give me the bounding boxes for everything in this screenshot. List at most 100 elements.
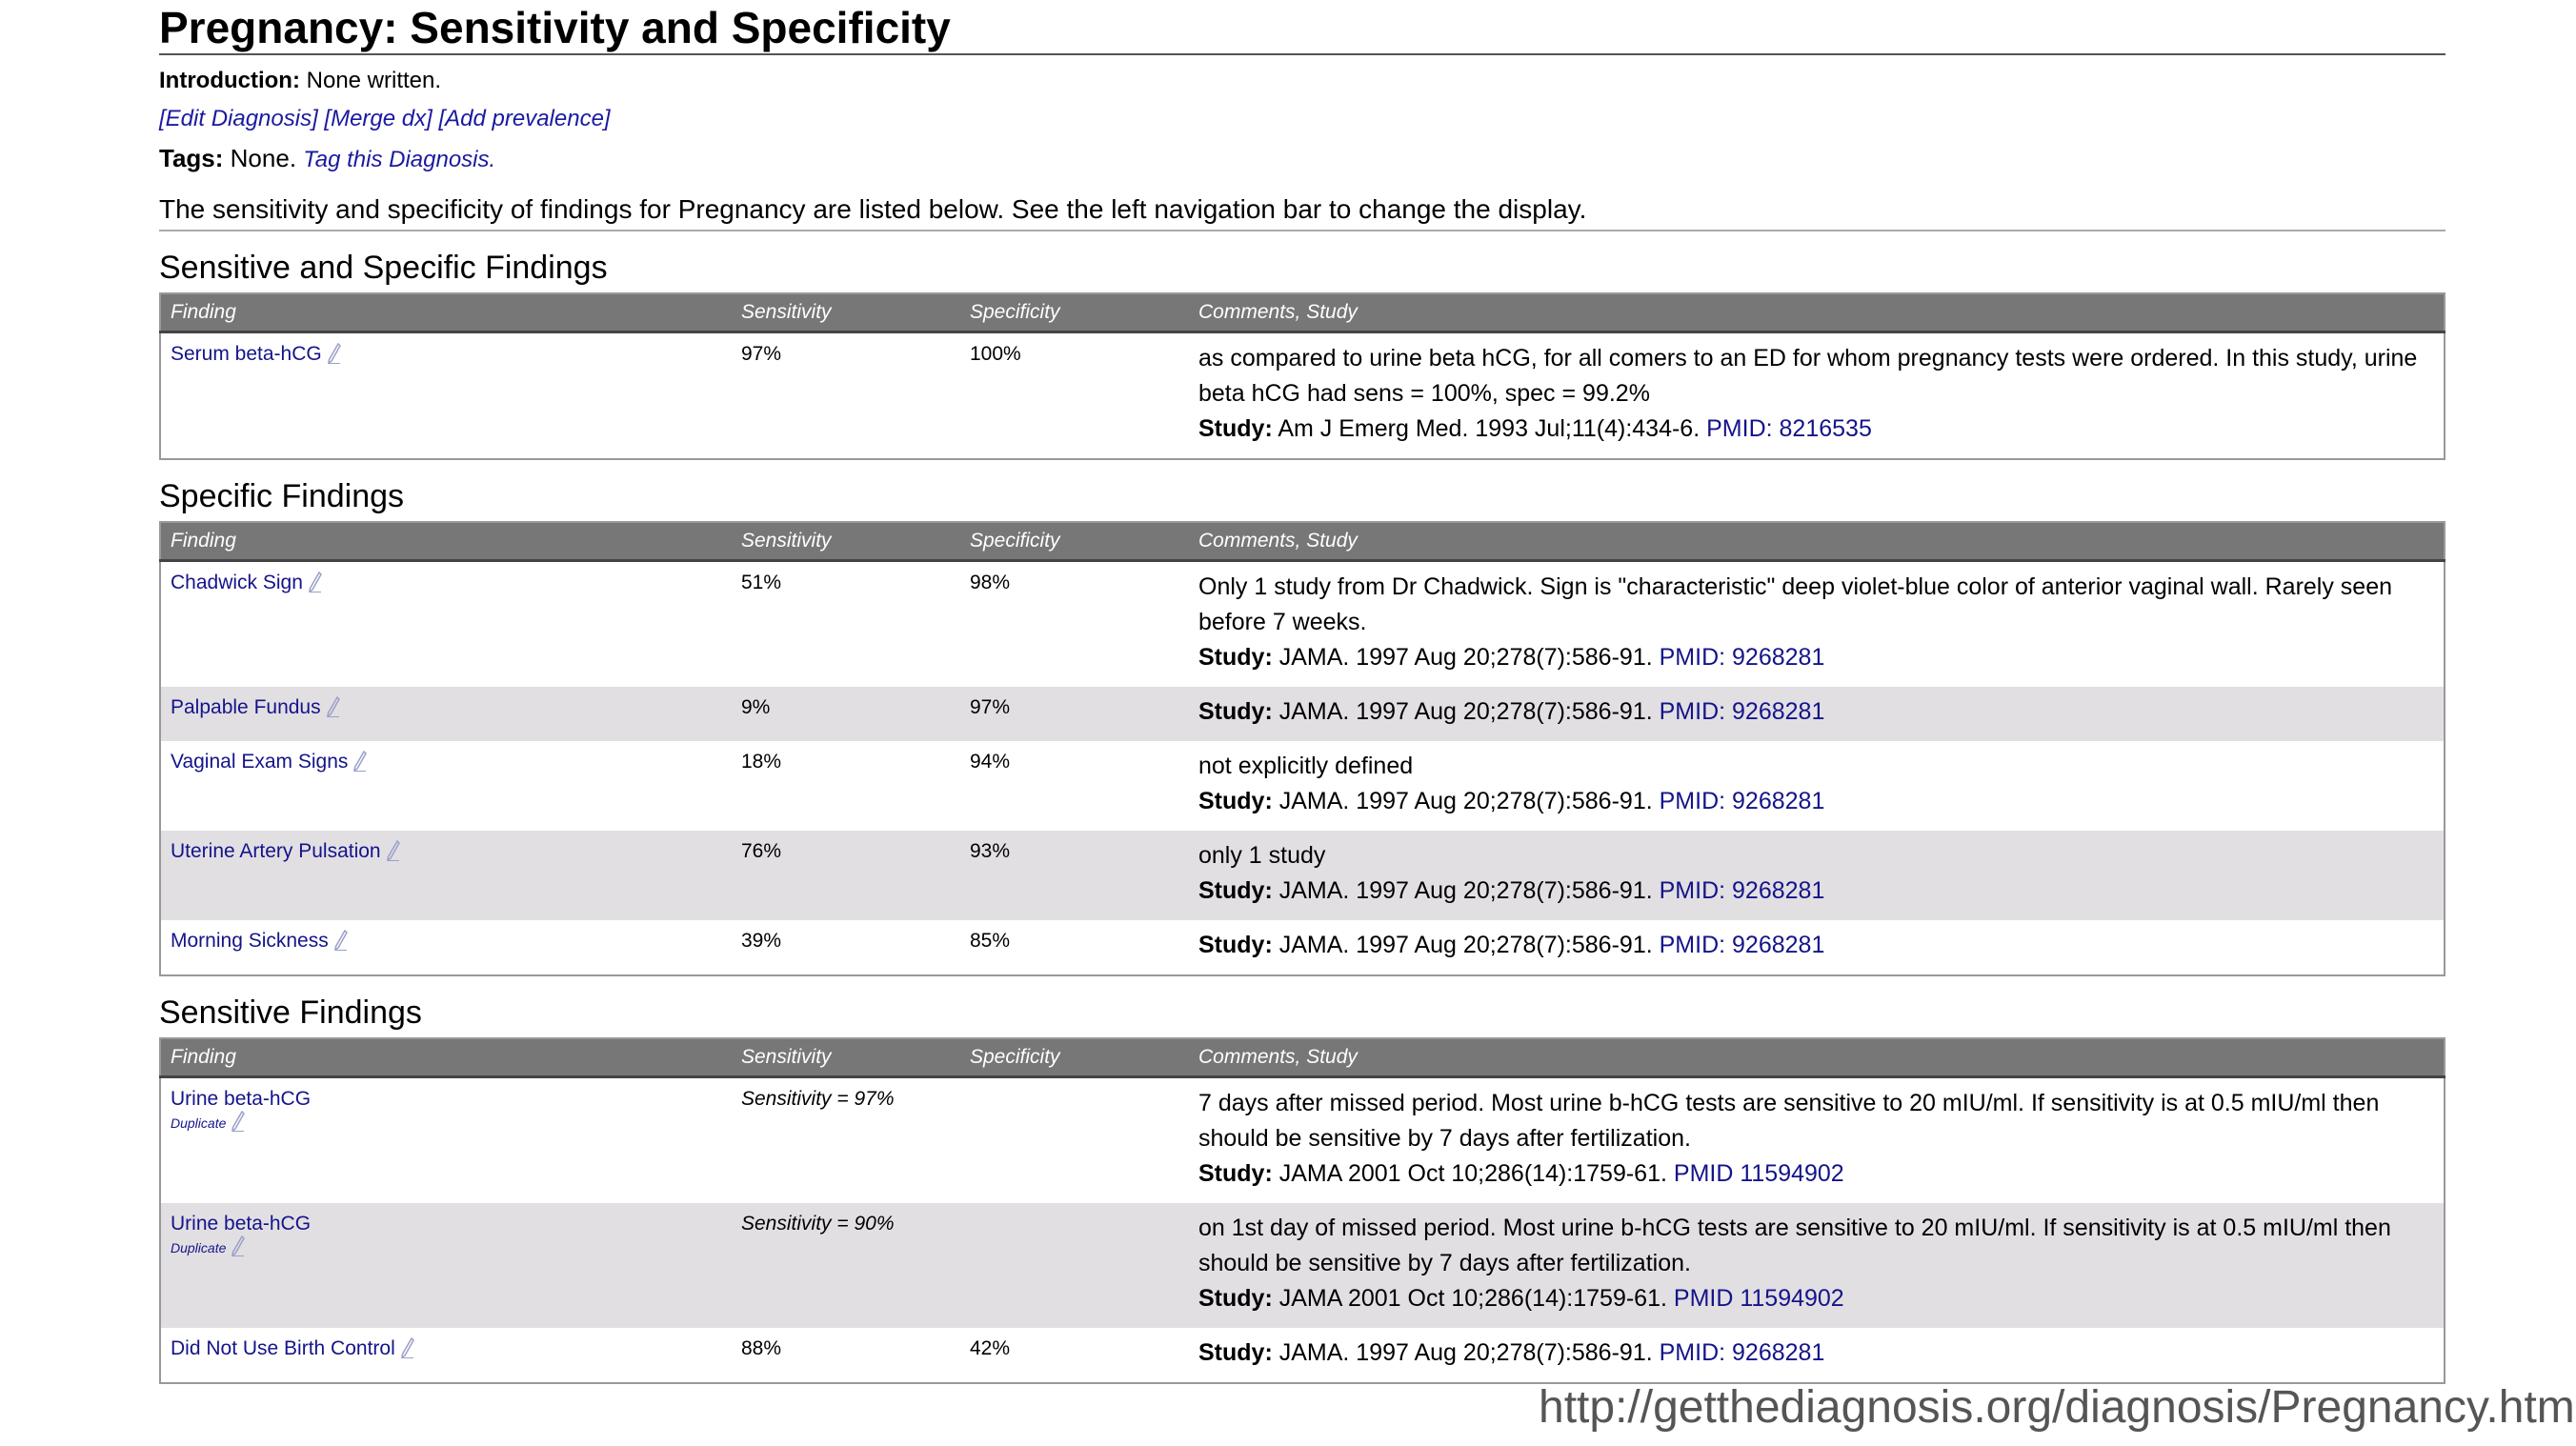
finding-cell: Morning Sickness (160, 920, 732, 975)
comment-text: only 1 study (1198, 842, 1326, 869)
finding-link[interactable]: Chadwick Sign (171, 572, 303, 593)
study-label: Study: (1198, 877, 1273, 904)
column-header-finding: Finding (160, 293, 732, 333)
page-title: Pregnancy: Sensitivity and Specificity (159, 0, 2445, 55)
tags-value: None. (230, 144, 297, 172)
table-row: Serum beta-hCG 97% 100% as compared to u… (160, 332, 2445, 460)
sensitivity-cell: 9% (732, 687, 960, 741)
specificity-cell (960, 1077, 1189, 1204)
finding-link[interactable]: Serum beta-hCG (171, 343, 322, 365)
study-label: Study: (1198, 1285, 1273, 1312)
edit-diagnosis-link[interactable]: [Edit Diagnosis] (159, 106, 318, 131)
edit-pencil-icon[interactable] (353, 750, 368, 777)
specificity-cell: 42% (970, 1337, 1011, 1359)
summary-text: The sensitivity and specificity of findi… (159, 191, 2445, 231)
tags-label: Tags: (159, 144, 224, 172)
column-header-sensitivity: Sensitivity (732, 1038, 960, 1078)
study-reference: JAMA. 1997 Aug 20;278(7):586-91. (1278, 788, 1653, 814)
pmid-link[interactable]: PMID: 9268281 (1659, 877, 1825, 904)
pmid-link[interactable]: PMID: 8216535 (1706, 415, 1872, 442)
comments-cell: only 1 study Study: JAMA. 1997 Aug 20;278… (1189, 831, 2445, 920)
comment-text: 7 days after missed period. Most urine b… (1198, 1090, 2380, 1152)
specificity-cell (960, 1203, 1189, 1328)
pmid-link[interactable]: PMID 11594902 (1673, 1285, 1844, 1312)
sensitivity-cell: Sensitivity = 97% (741, 1088, 895, 1110)
pmid-link[interactable]: PMID: 9268281 (1659, 644, 1825, 671)
sensitivity-cell: 76% (732, 831, 960, 920)
edit-pencil-icon[interactable] (327, 342, 341, 370)
pmid-link[interactable]: PMID: 9268281 (1659, 788, 1825, 814)
column-header-finding: Finding (160, 522, 732, 562)
tags: Tags: None. Tag this Diagnosis. (159, 141, 2445, 177)
column-header-comments: Comments, Study (1189, 293, 2445, 333)
comments-cell: on 1st day of missed period. Most urine … (1189, 1203, 2445, 1328)
edit-pencil-icon[interactable] (326, 695, 340, 723)
finding-link[interactable]: Uterine Artery Pulsation (171, 840, 381, 862)
study-reference: JAMA. 1997 Aug 20;278(7):586-91. (1278, 877, 1653, 904)
finding-cell: Urine beta-hCG Duplicate (160, 1077, 732, 1204)
finding-link[interactable]: Urine beta-hCG (171, 1088, 312, 1110)
edit-pencil-icon[interactable] (231, 1110, 246, 1137)
study-citation: Study: JAMA. 1997 Aug 20;278(7):586-91. … (1198, 874, 2434, 909)
tag-diagnosis-link[interactable]: Tag this Diagnosis. (303, 147, 496, 172)
footer-url: http://getthediagnosis.org/diagnosis/Pre… (1539, 1382, 2575, 1433)
duplicate-label[interactable]: Duplicate (171, 1115, 227, 1131)
merge-dx-link[interactable]: [Merge dx] (324, 106, 433, 131)
finding-link[interactable]: Morning Sickness (171, 930, 329, 952)
finding-cell: Serum beta-hCG (160, 332, 732, 460)
edit-pencil-icon[interactable] (400, 1336, 414, 1364)
introduction-text: None written. (306, 68, 442, 93)
specificity-cell: 85% (970, 930, 1011, 952)
duplicate-label[interactable]: Duplicate (171, 1240, 227, 1255)
pmid-link[interactable]: PMID 11594902 (1673, 1160, 1844, 1187)
edit-pencil-icon[interactable] (386, 839, 400, 867)
column-header-sensitivity: Sensitivity (732, 293, 960, 333)
page: Pregnancy: Sensitivity and Specificity I… (159, 0, 2445, 1384)
table-row: Urine beta-hCG Duplicate Sensitivity = 90… (160, 1203, 2445, 1328)
study-label: Study: (1198, 644, 1273, 671)
table-header-row: Finding Sensitivity Specificity Comments… (160, 293, 2445, 333)
pmid-link[interactable]: PMID: 9268281 (1659, 1339, 1825, 1366)
specificity-cell: 100% (970, 343, 1021, 365)
study-reference: JAMA 2001 Oct 10;286(14):1759-61. (1278, 1160, 1667, 1187)
column-header-finding: Finding (160, 1038, 732, 1078)
table-row: Uterine Artery Pulsation 76% 93% only 1 … (160, 831, 2445, 920)
table-header-row: Finding Sensitivity Specificity Comments… (160, 1038, 2445, 1078)
study-reference: JAMA. 1997 Aug 20;278(7):586-91. (1278, 1339, 1653, 1366)
study-label: Study: (1198, 1160, 1273, 1187)
edit-pencil-icon[interactable] (308, 571, 322, 598)
table-row: Morning Sickness 39% 85% Study: JAMA. 19… (160, 920, 2445, 975)
specificity-cell: 93% (960, 831, 1189, 920)
finding-cell: Vaginal Exam Signs (160, 741, 732, 831)
edit-pencil-icon[interactable] (231, 1235, 246, 1262)
specificity-cell: 98% (970, 572, 1011, 593)
edit-pencil-icon[interactable] (333, 929, 348, 956)
pmid-link[interactable]: PMID: 9268281 (1659, 932, 1825, 958)
study-citation: Study: JAMA. 1997 Aug 20;278(7):586-91. … (1198, 640, 2434, 675)
section-heading: Sensitive Findings (159, 994, 422, 1031)
comment-text: Only 1 study from Dr Chadwick. Sign is "… (1198, 573, 2393, 635)
table-row: Vaginal Exam Signs 18% 94% not explicitl… (160, 741, 2445, 831)
finding-cell: Did Not Use Birth Control (160, 1328, 732, 1383)
introduction-label: Introduction: (159, 68, 300, 93)
sensitivity-cell: Sensitivity = 90% (732, 1203, 960, 1328)
study-reference: Am J Emerg Med. 1993 Jul;11(4):434-6. (1278, 415, 1701, 442)
finding-link[interactable]: Vaginal Exam Signs (171, 751, 349, 773)
findings-sections: Sensitive and Specific Findings Finding … (159, 247, 2445, 1384)
pmid-link[interactable]: PMID: 9268281 (1659, 698, 1825, 725)
study-reference: JAMA. 1997 Aug 20;278(7):586-91. (1278, 698, 1653, 725)
sensitivity-cell: 51% (741, 572, 782, 593)
finding-link[interactable]: Did Not Use Birth Control (171, 1337, 395, 1359)
study-citation: Study: JAMA. 1997 Aug 20;278(7):586-91. … (1198, 784, 2434, 819)
findings-table: Finding Sensitivity Specificity Comments… (159, 292, 2445, 460)
section-heading: Sensitive and Specific Findings (159, 250, 608, 286)
study-reference: JAMA. 1997 Aug 20;278(7):586-91. (1278, 644, 1653, 671)
finding-link[interactable]: Urine beta-hCG (171, 1213, 312, 1235)
finding-link[interactable]: Palpable Fundus (171, 696, 321, 718)
sensitivity-cell: 97% (741, 343, 782, 365)
diagnosis-actions: [Edit Diagnosis] [Merge dx] [Add prevale… (159, 103, 2445, 135)
study-reference: JAMA 2001 Oct 10;286(14):1759-61. (1278, 1285, 1667, 1312)
comments-cell: Study: JAMA. 1997 Aug 20;278(7):586-91. … (1189, 920, 2445, 975)
add-prevalence-link[interactable]: [Add prevalence] (438, 106, 611, 131)
table-row: Did Not Use Birth Control 88% 42% Study:… (160, 1328, 2445, 1383)
